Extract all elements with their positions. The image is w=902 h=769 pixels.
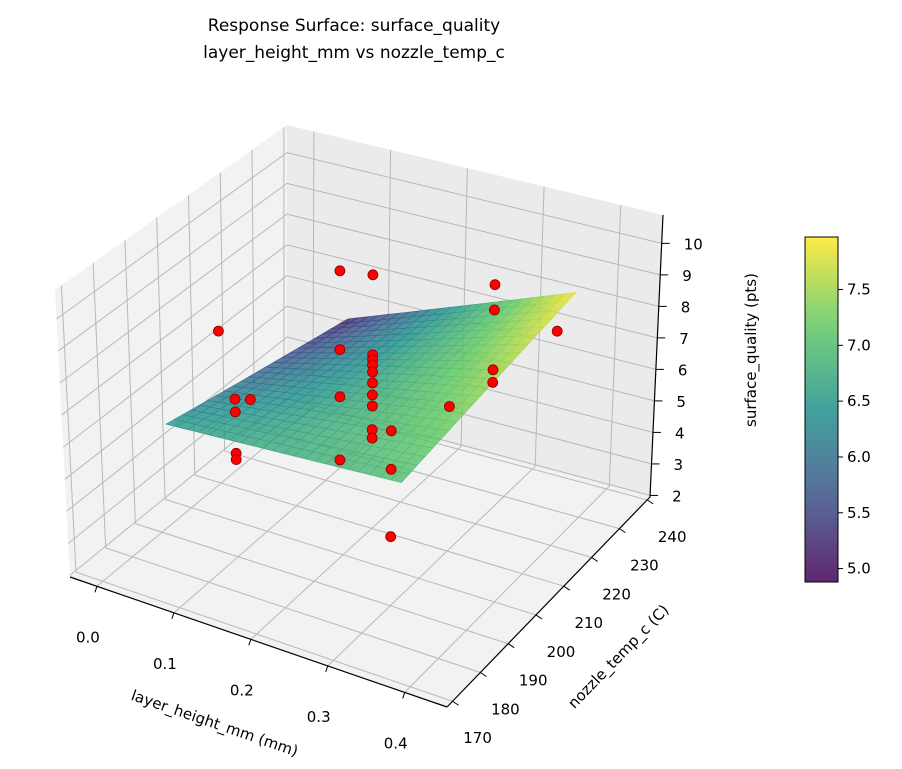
chart-title: Response Surface: surface_quality	[208, 16, 500, 36]
y-tick-label: 170	[463, 729, 492, 747]
z-tick-label: 10	[684, 235, 703, 253]
y-tick-label: 180	[491, 701, 520, 719]
data-point	[335, 345, 345, 355]
data-point	[552, 326, 562, 336]
x-tick	[403, 692, 405, 698]
colorbar: 5.0 5.5 6.0 6.5 7.0 7.5	[805, 237, 871, 582]
data-point	[444, 402, 454, 412]
y-tick	[536, 615, 542, 619]
data-point	[335, 455, 345, 465]
y-tick	[480, 672, 486, 676]
data-point	[367, 390, 377, 400]
z-tick-label: 4	[675, 424, 685, 442]
data-point	[386, 464, 396, 474]
y-tick	[564, 586, 570, 590]
y-tick	[619, 529, 625, 533]
z-tick-label: 2	[672, 487, 682, 505]
colorbar-bar	[805, 237, 838, 582]
data-point	[368, 378, 378, 388]
x-tick-label: 0.3	[307, 708, 331, 726]
y-tick	[647, 500, 653, 504]
x-tick	[249, 639, 251, 645]
y-tick	[508, 644, 514, 648]
y-tick-label: 220	[602, 585, 631, 603]
x-tick	[326, 666, 328, 672]
y-tick	[453, 701, 459, 705]
data-point	[230, 394, 240, 404]
data-point	[230, 407, 240, 417]
data-point	[368, 367, 378, 377]
data-point	[488, 377, 498, 387]
data-point	[367, 433, 377, 443]
x-tick-label: 0.1	[153, 655, 177, 673]
z-tick-label: 7	[679, 330, 689, 348]
data-point	[386, 532, 396, 542]
colorbar-tick-label: 7.0	[847, 336, 871, 354]
colorbar-tick-label: 5.5	[847, 504, 871, 522]
y-tick	[592, 557, 598, 561]
y-tick-label: 200	[547, 643, 576, 661]
y-tick-label: 210	[574, 614, 603, 632]
data-point	[245, 395, 255, 405]
x-tick	[95, 586, 97, 592]
data-point	[367, 401, 377, 411]
z-tick-label: 6	[678, 361, 688, 379]
x-tick-label: 0.4	[384, 734, 408, 752]
data-point	[386, 426, 396, 436]
colorbar-tick-label: 7.5	[847, 281, 871, 299]
x-tick-label: 0.2	[230, 681, 254, 699]
colorbar-tick-label: 6.5	[847, 392, 871, 410]
data-point	[488, 365, 498, 375]
z-tick-label: 3	[674, 456, 684, 474]
data-point	[489, 305, 499, 315]
colorbar-tick-label: 6.0	[847, 448, 871, 466]
x-axis-label: layer_height_mm (mm)	[128, 686, 300, 761]
y-tick-label: 240	[658, 528, 687, 546]
x-tick	[172, 613, 174, 619]
data-point	[490, 280, 500, 290]
z-tick-label: 5	[676, 393, 686, 411]
z-tick-label: 8	[681, 298, 691, 316]
data-point	[335, 392, 345, 402]
x-tick-label: 0.0	[76, 628, 100, 646]
data-point	[335, 266, 345, 276]
chart-subtitle: layer_height_mm vs nozzle_temp_c	[203, 43, 505, 63]
data-point	[368, 270, 378, 280]
z-tick-label: 9	[682, 267, 692, 285]
colorbar-tick-label: 5.0	[847, 560, 871, 578]
z-axis-label: surface_quality (pts)	[742, 273, 761, 427]
data-point	[231, 455, 241, 465]
y-tick-label: 230	[630, 557, 659, 575]
y-tick-label: 190	[519, 672, 548, 690]
data-point	[213, 326, 223, 336]
